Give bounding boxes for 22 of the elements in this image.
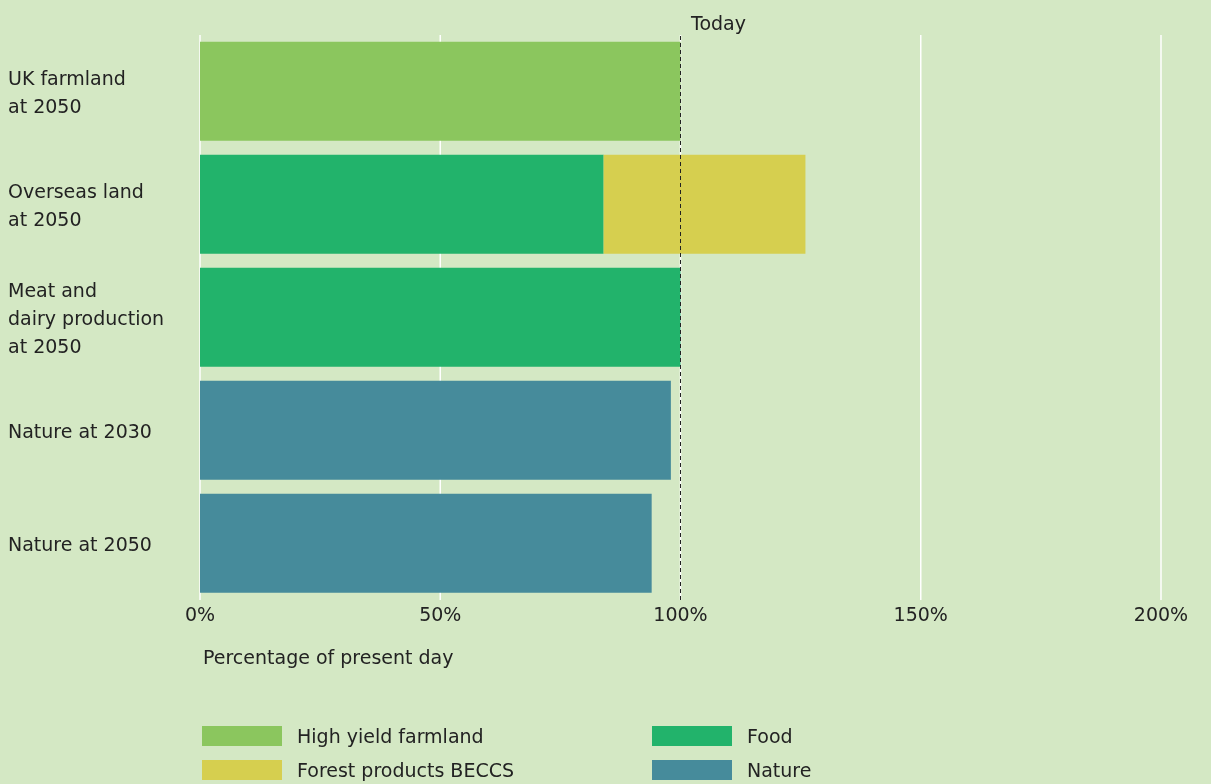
bar xyxy=(200,493,652,593)
ref-line-label: Today xyxy=(690,12,746,34)
x-tick-label: 150% xyxy=(893,603,948,626)
legend-label: Food xyxy=(746,724,794,748)
y-tick-label: Nature at 2050 xyxy=(8,532,152,555)
y-tick-label: Nature at 2030 xyxy=(8,419,152,442)
x-tick-label: 100% xyxy=(653,603,708,626)
legend-label: High yield farmland xyxy=(296,724,485,748)
bar xyxy=(200,154,604,254)
legend-label: Nature xyxy=(746,758,813,782)
bar xyxy=(603,154,806,254)
legend-label: Forest products BECCS xyxy=(296,758,515,782)
bar xyxy=(200,41,681,141)
x-tick-label: 50% xyxy=(419,603,462,626)
x-tick-label: 0% xyxy=(184,603,216,626)
x-tick-label: 200% xyxy=(1133,603,1189,626)
y-tick-label: Overseas land at 2050 xyxy=(8,179,144,230)
bar xyxy=(200,380,671,480)
bar xyxy=(200,267,681,367)
y-tick-label: Meat and dairy production at 2050 xyxy=(8,278,165,357)
x-axis-title: Percentage of present day xyxy=(203,646,454,668)
y-tick-label: UK farmland at 2050 xyxy=(8,66,126,117)
